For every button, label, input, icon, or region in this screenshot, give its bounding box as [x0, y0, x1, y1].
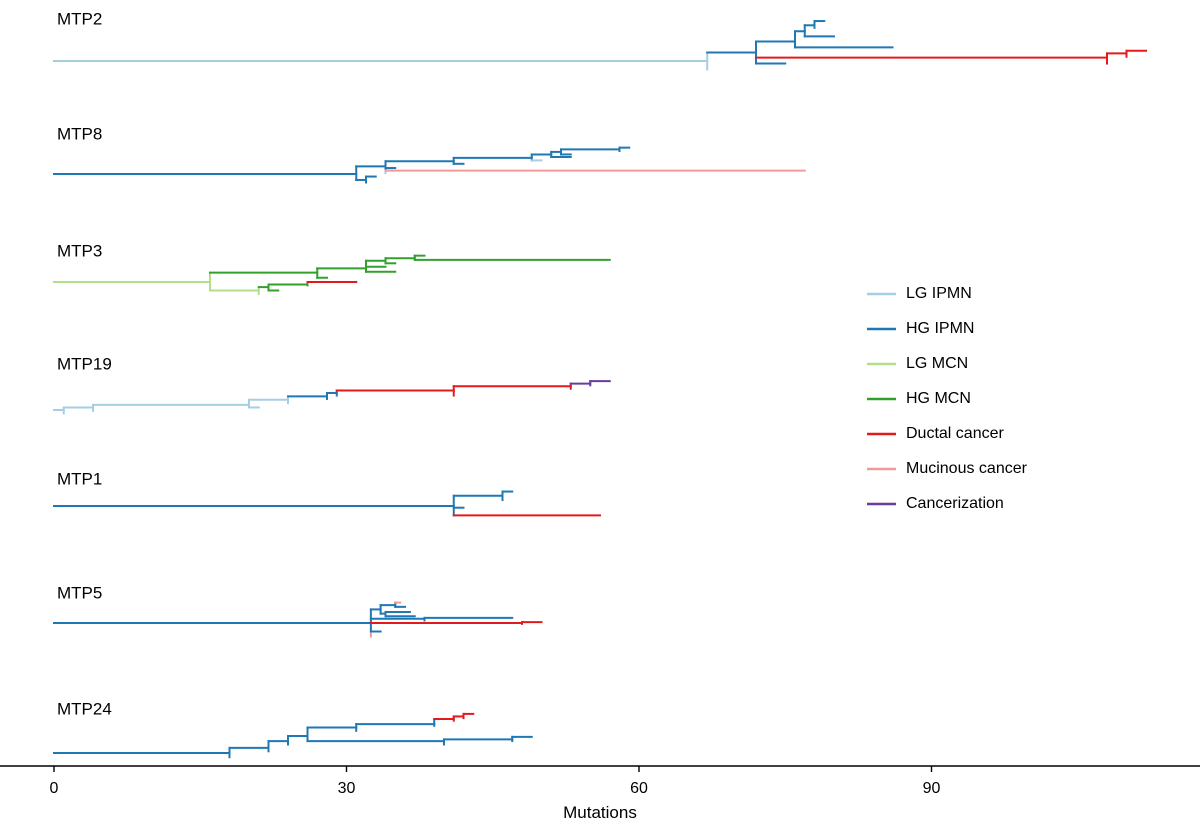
- legend-label: HG IPMN: [906, 320, 974, 337]
- x-axis: 0 30 60 90 Mutations: [0, 765, 1200, 822]
- x-axis-label: Mutations: [563, 803, 637, 822]
- x-tick-label: 90: [923, 780, 941, 797]
- legend: LG IPMN HG IPMN LG MCN HG MCN Ductal cancer M…: [867, 285, 1028, 512]
- legend-item: LG IPMN: [867, 285, 972, 302]
- legend-label: HG MCN: [906, 390, 971, 407]
- x-tick-label: 60: [630, 780, 648, 797]
- tree-label: MTP8: [57, 124, 102, 143]
- legend-item: HG IPMN: [867, 320, 974, 337]
- tree-label: MTP5: [57, 583, 102, 602]
- tree-mtp2: [53, 20, 1147, 71]
- tree-label: MTP19: [57, 354, 112, 373]
- tree-label: MTP2: [57, 9, 102, 28]
- legend-label: LG MCN: [906, 355, 968, 372]
- tree-mtp3: [53, 254, 611, 295]
- legend-item: Mucinous cancer: [867, 460, 1028, 477]
- x-tick-label: 30: [338, 780, 356, 797]
- x-tick-label: 0: [50, 780, 59, 797]
- tree-mtp5: [53, 601, 543, 638]
- legend-label: Mucinous cancer: [906, 460, 1028, 477]
- trees-layer: [53, 20, 1147, 759]
- tree-label: MTP1: [57, 469, 102, 488]
- legend-item: Ductal cancer: [867, 425, 1004, 442]
- tree-mtp1: [53, 490, 601, 517]
- legend-label: LG IPMN: [906, 285, 972, 302]
- legend-item: HG MCN: [867, 390, 971, 407]
- legend-item: LG MCN: [867, 355, 968, 372]
- tree-mtp8: [53, 146, 806, 184]
- legend-label: Cancerization: [906, 495, 1004, 512]
- tree-label: MTP3: [57, 241, 102, 260]
- tree-labels: MTP2 MTP8 MTP3 MTP19 MTP1 MTP5 MTP24: [57, 9, 112, 718]
- x-axis-ticks: 0 30 60 90: [50, 766, 941, 797]
- tree-label: MTP24: [57, 699, 112, 718]
- tree-mtp19: [53, 380, 611, 415]
- tree-mtp24: [53, 712, 533, 759]
- legend-item: Cancerization: [867, 495, 1004, 512]
- legend-label: Ductal cancer: [906, 425, 1004, 442]
